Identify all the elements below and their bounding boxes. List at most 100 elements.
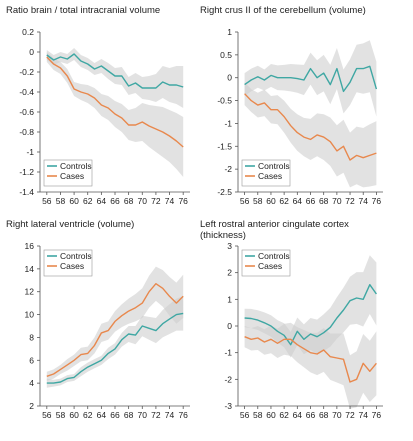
x-tick-label: 74	[358, 410, 368, 420]
series-line-controls	[46, 312, 184, 384]
x-tick-label: 76	[178, 410, 188, 420]
y-tick-label: 12	[25, 287, 35, 297]
x-tick-label: 72	[151, 196, 161, 206]
y-tick-label: -0.4	[19, 87, 34, 97]
y-tick-label: -1.4	[19, 187, 34, 197]
legend-label-cases: Cases	[258, 261, 282, 271]
panel-cingulate: Left rostral anterior cingulate cortex(t…	[200, 219, 383, 420]
x-tick-label: 70	[138, 410, 148, 420]
legend-label-cases: Cases	[60, 261, 84, 271]
y-tick-label: 8	[29, 332, 34, 342]
y-tick-label: 10	[25, 310, 35, 320]
y-tick-label: 1	[227, 294, 232, 304]
x-tick-label: 68	[319, 410, 329, 420]
x-tick-label: 66	[306, 196, 316, 206]
y-tick-label: 0.2	[22, 27, 34, 37]
x-tick-label: 68	[319, 196, 329, 206]
series-line-cases	[244, 336, 377, 383]
panel-brain_ratio: Ratio brain / total intracranial volume 5…	[6, 5, 190, 206]
y-tick-label: -1	[224, 118, 232, 128]
x-tick-label: 62	[83, 196, 93, 206]
x-tick-label: 72	[345, 196, 355, 206]
legend-label-cases: Cases	[60, 171, 84, 181]
x-tick-label: 76	[178, 196, 188, 206]
x-tick-label: 70	[138, 196, 148, 206]
series-line-controls	[244, 284, 377, 346]
x-tick-label: 68	[124, 410, 134, 420]
y-tick-label: -3	[224, 401, 232, 411]
legend-label-controls: Controls	[258, 161, 290, 171]
y-tick-label: 4	[29, 378, 34, 388]
y-tick-label: -0.2	[19, 67, 34, 77]
x-tick-label: 72	[151, 410, 161, 420]
x-tick-label: 60	[266, 410, 276, 420]
panel-title: Left rostral anterior cingulate cortex	[200, 219, 349, 230]
y-tick-label: 3	[227, 241, 232, 251]
x-tick-label: 58	[56, 196, 66, 206]
y-tick-label: 0	[227, 321, 232, 331]
legend-label-controls: Controls	[258, 251, 290, 261]
x-tick-label: 66	[110, 410, 120, 420]
panel-title: (thickness)	[200, 230, 246, 241]
legend-box	[241, 249, 291, 277]
x-tick-label: 70	[332, 196, 342, 206]
confidence-band-cases	[46, 266, 184, 381]
panel-title: Right crus II of the cerebellum (volume)	[200, 5, 366, 16]
confidence-band-controls	[244, 40, 377, 117]
series-line-controls	[46, 53, 184, 89]
x-tick-label: 74	[358, 196, 368, 206]
x-tick-label: 56	[42, 196, 52, 206]
y-tick-label: -1.5	[217, 141, 232, 151]
confidence-band-cases	[244, 82, 377, 188]
x-tick-label: 66	[306, 410, 316, 420]
series-line-cases	[244, 93, 377, 161]
x-tick-label: 64	[293, 196, 303, 206]
legend-box	[43, 159, 93, 187]
panel-ventricle: Right lateral ventricle (volume)56 58 60 62…	[6, 219, 190, 420]
x-tick-label: 76	[372, 196, 382, 206]
panel-title: Right lateral ventricle (volume)	[6, 219, 134, 230]
x-tick-label: 56	[240, 410, 250, 420]
y-tick-label: -2	[224, 374, 232, 384]
x-tick-label: 64	[97, 410, 107, 420]
x-tick-label: 56	[240, 196, 250, 206]
x-tick-label: 56	[42, 410, 52, 420]
y-tick-label: -1	[224, 348, 232, 358]
legend-box	[43, 249, 93, 277]
x-tick-label: 58	[56, 410, 66, 420]
y-tick-label: 1	[227, 27, 232, 37]
x-tick-label: 58	[253, 410, 263, 420]
y-tick-label: 2	[29, 401, 34, 411]
confidence-band-controls	[46, 296, 184, 388]
legend-label-controls: Controls	[60, 251, 92, 261]
x-tick-label: 76	[372, 410, 382, 420]
x-tick-label: 62	[83, 410, 93, 420]
y-tick-label: -1	[26, 147, 34, 157]
y-tick-label: 2	[227, 268, 232, 278]
series-line-cases	[46, 283, 184, 377]
confidence-band-cases	[244, 322, 377, 409]
x-tick-label: 66	[110, 196, 120, 206]
x-tick-label: 74	[165, 196, 175, 206]
x-tick-label: 58	[253, 196, 263, 206]
x-tick-label: 74	[165, 410, 175, 420]
y-tick-label: -0.8	[19, 127, 34, 137]
x-tick-label: 70	[332, 410, 342, 420]
series-line-cases	[46, 56, 184, 148]
x-tick-label: 62	[279, 196, 289, 206]
y-tick-label: 6	[29, 355, 34, 365]
y-tick-label: 0	[227, 73, 232, 83]
x-tick-label: 64	[97, 196, 107, 206]
x-tick-label: 64	[293, 410, 303, 420]
panel-crus: Right crus II of the cerebellum (volume)…	[200, 5, 383, 206]
series-line-controls	[244, 65, 378, 93]
y-tick-label: -2	[224, 164, 232, 174]
y-tick-label: 14	[25, 264, 35, 274]
confidence-band-controls	[46, 48, 184, 108]
y-tick-label: -0.5	[217, 96, 232, 106]
x-tick-label: 68	[124, 196, 134, 206]
